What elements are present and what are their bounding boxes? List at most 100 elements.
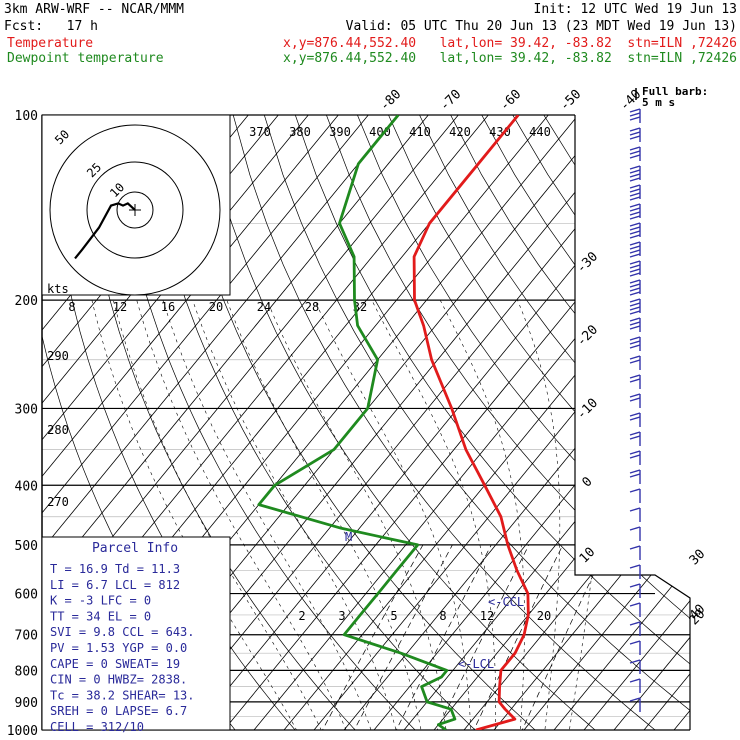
wind-barb-flag [629,196,641,201]
wind-barb-flag [629,302,641,307]
isotherm [393,115,690,730]
dry-adiabat [481,115,690,730]
wind-barbs: Full barb:5 m s [629,85,708,712]
mixing-ratio-line [389,544,492,730]
wind-barb-flag [629,374,641,379]
theta-e-label: 400 [369,125,391,139]
temperature-location: x,y=876.44,552.40 lat,lon= 39.42, -83.82… [283,36,737,51]
wind-barb-flag [629,564,641,569]
isotherm [363,115,690,730]
mixing-ratio-label: 8 [439,609,446,623]
theta-e-label: 370 [249,125,271,139]
wind-barb-flag [629,298,641,303]
hodograph-trace [74,202,136,260]
wind-barb-flag [629,127,641,132]
dry-adiabat [326,115,690,730]
parcel-box-bg [41,536,231,731]
wind-barb-flag [629,435,641,440]
theta-e-label: 440 [529,125,551,139]
valid-time: Valid: 05 UTC Thu 20 Jun 13 (23 MDT Wed … [345,19,737,34]
wind-barb-flag [629,659,641,664]
pressure-tick-label: 100 [15,109,38,124]
mixing-ratio-top-label: 8 [68,300,75,314]
moist-adiabat [113,300,328,730]
wind-barb-flag [629,291,641,296]
wind-barb-flag [629,264,641,269]
init-time: Init: 12 UTC Wed 19 Jun 13 [533,2,738,17]
wind-barb-flag [629,545,641,550]
wind-barb-flag [629,188,641,193]
wind-barb-flag [629,621,641,626]
wind-barb-flag [629,287,641,292]
pressure-tick-label: 400 [15,479,38,494]
dry-adiabat [139,115,490,730]
moist-adiabat [192,300,400,730]
isotherm [42,115,369,730]
right-edge [574,115,691,730]
wind-barb-flag [629,184,641,189]
parcel-marker: <-CCL [488,595,524,609]
parcel-row: Tc = 38.2 SHEAR= 13. [50,688,195,702]
temperature-profile [412,115,530,730]
isotherm [453,115,690,730]
isotherm-label: -20 [574,322,601,349]
isotherm-label: -30 [574,249,601,276]
wind-barb-flag [629,454,641,459]
wind-barb-flag [629,450,641,455]
parcel-marker: M [345,530,352,544]
isotherm [693,115,740,740]
isotherm [42,115,459,730]
wind-barb-flag [629,108,641,113]
mixing-ratio-line [430,544,530,730]
wind-barb-flag [629,249,641,254]
isotherm [663,115,690,730]
parcel-row: T = 16.9 Td = 11.3 [50,562,180,576]
wind-barb-flag [629,336,641,341]
wind-barb-flag [629,230,641,235]
moist-adiabat [517,299,561,730]
parcel-row: K = -3 LFC = 0 [50,594,151,608]
mixing-ratio-top-label: 28 [305,300,319,314]
dry-adiabat [108,115,429,730]
wind-barb-flag [629,169,641,174]
dewpoint-legend: Dewpoint temperature [7,51,164,66]
wind-barb-flag [629,177,641,182]
dry-adiabat [170,115,550,730]
wind-barb-flag [629,678,641,683]
parcel-row: CIN = 0 HWBZ= 2838. [50,673,187,687]
mixing-ratio-label: 5 [390,609,397,623]
parcel-row: PV = 1.53 YGP = 0.0 [50,641,187,655]
theta-e-label: 410 [409,125,431,139]
wind-barb-flag [629,431,641,436]
wind-barb-flag [629,272,641,277]
wind-barb-flag [629,416,641,421]
isotherm [243,115,690,730]
wind-barb-flag [629,135,641,140]
dry-adiabat [357,115,690,730]
isotherm-label: -50 [557,87,584,114]
pressure-tick-label: 200 [15,294,38,309]
mixing-ratio-label: 20 [537,609,551,623]
wind-barb-flag [629,279,641,284]
wind-barb-flag [629,215,641,220]
dry-adiabat [667,115,690,730]
isotherm [42,115,339,730]
wind-barb-flag [629,583,641,588]
wind-barb-flag [629,325,641,330]
isotherm-label: 0 [579,474,595,490]
isotherm-label: -70 [437,87,464,114]
isotherm [303,115,690,730]
parcel-marker: <-LCL [458,657,494,671]
hodograph-units: kts [47,282,69,296]
isotherm [213,115,690,730]
dry-adiabat [419,115,690,730]
moist-adiabat [91,300,304,730]
parcel-row: LI = 6.7 LCL = 812 [50,578,180,592]
dry-adiabat [605,115,690,730]
dry-adiabat [450,115,690,730]
wind-barb-flag [629,488,641,493]
wind-barb-flag [629,222,641,227]
wind-barb-flag [629,203,641,208]
wind-barb-flag [629,112,641,117]
parcel-row: TT = 34 EL = 0 [50,609,151,623]
